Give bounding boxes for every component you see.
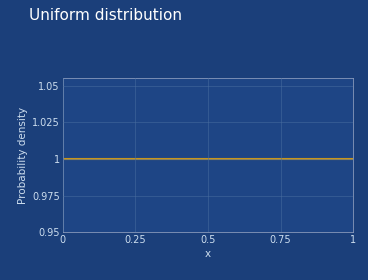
- X-axis label: x: x: [205, 249, 211, 259]
- Text: Uniform distribution: Uniform distribution: [29, 8, 183, 24]
- Y-axis label: Probability density: Probability density: [18, 107, 28, 204]
